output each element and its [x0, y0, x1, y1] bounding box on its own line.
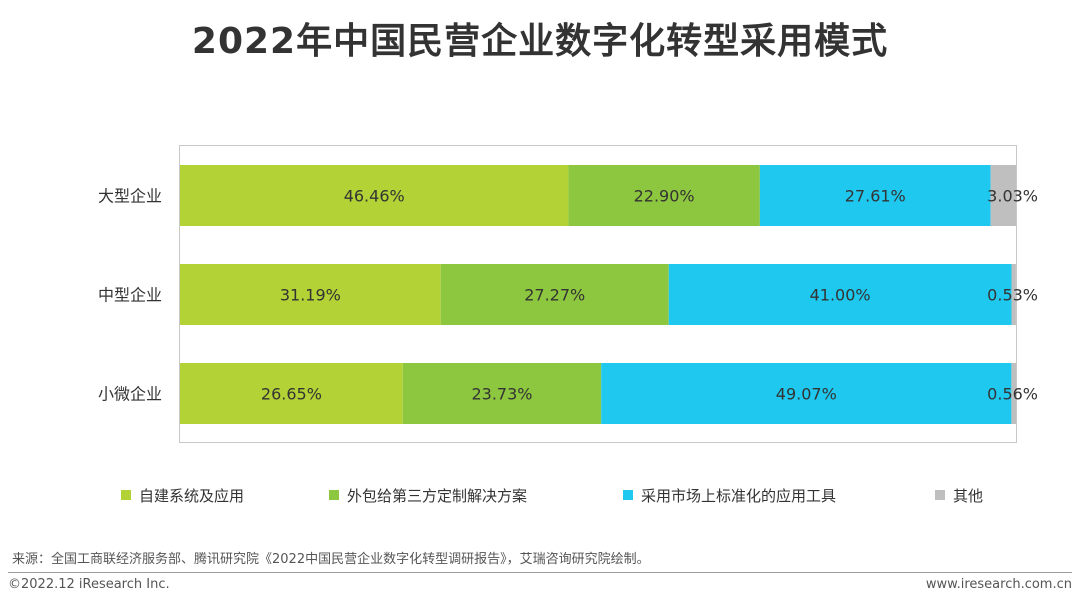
legend-label: 自建系统及应用 — [139, 486, 245, 505]
website-link[interactable]: www.iresearch.com.cn — [925, 577, 1072, 592]
data-label: 41.00% — [810, 286, 871, 305]
data-label: 27.61% — [845, 187, 906, 206]
legend: 自建系统及应用 外包给第三方定制解决方案 采用市场上标准化的应用工具 其他 — [0, 483, 1080, 507]
legend-swatch — [623, 490, 633, 500]
bar-segment — [440, 264, 669, 325]
bar-segment — [601, 363, 1012, 424]
bar-segment — [759, 165, 991, 226]
bar-segment — [180, 363, 403, 424]
category-label: 小微企业 — [98, 385, 162, 404]
legend-label: 采用市场上标准化的应用工具 — [641, 486, 837, 505]
category-label: 中型企业 — [98, 286, 162, 305]
data-label: 26.65% — [261, 385, 322, 404]
legend-label: 外包给第三方定制解决方案 — [347, 486, 528, 505]
legend-item: 其他 — [935, 483, 983, 507]
stacked-bar-chart: 大型企业 46.46% 22.90% 27.61% 3.03% 中型企业 31.19% 27.… — [98, 165, 1038, 424]
chart-title: 2022年中国民营企业数字化转型采用模式 — [191, 21, 889, 62]
data-label: 49.07% — [776, 385, 837, 404]
bar-segment — [1011, 363, 1017, 424]
bar-segment — [568, 165, 760, 226]
legend-swatch — [121, 490, 131, 500]
data-label: 0.56% — [987, 385, 1038, 404]
data-label: 31.19% — [280, 286, 341, 305]
legend-label: 其他 — [953, 486, 984, 505]
legend-swatch — [329, 490, 339, 500]
plot-area — [179, 145, 1017, 443]
data-label: 27.27% — [524, 286, 585, 305]
bar-segment — [1011, 264, 1016, 325]
bar-segment — [990, 165, 1016, 226]
source-note: 来源：全国工商联经济服务部、腾讯研究院《2022中国民营企业数字化转型调研报告》… — [12, 552, 650, 567]
legend-item: 采用市场上标准化的应用工具 — [623, 483, 836, 507]
footer-divider — [8, 572, 1072, 573]
data-label: 22.90% — [634, 187, 695, 206]
category-label: 大型企业 — [98, 187, 162, 206]
legend-swatch — [935, 490, 945, 500]
legend-item: 自建系统及应用 — [121, 483, 244, 507]
copyright-text: ©2022.12 iResearch Inc. — [8, 577, 170, 592]
data-label: 23.73% — [471, 385, 532, 404]
data-label: 3.03% — [987, 187, 1038, 206]
data-label: 46.46% — [344, 187, 405, 206]
bar-segment — [402, 363, 602, 424]
legend-item: 外包给第三方定制解决方案 — [329, 483, 527, 507]
bar-segment — [180, 165, 569, 226]
bar-segment — [180, 264, 441, 325]
bar-segment — [668, 264, 1012, 325]
data-label: 0.53% — [987, 286, 1038, 305]
